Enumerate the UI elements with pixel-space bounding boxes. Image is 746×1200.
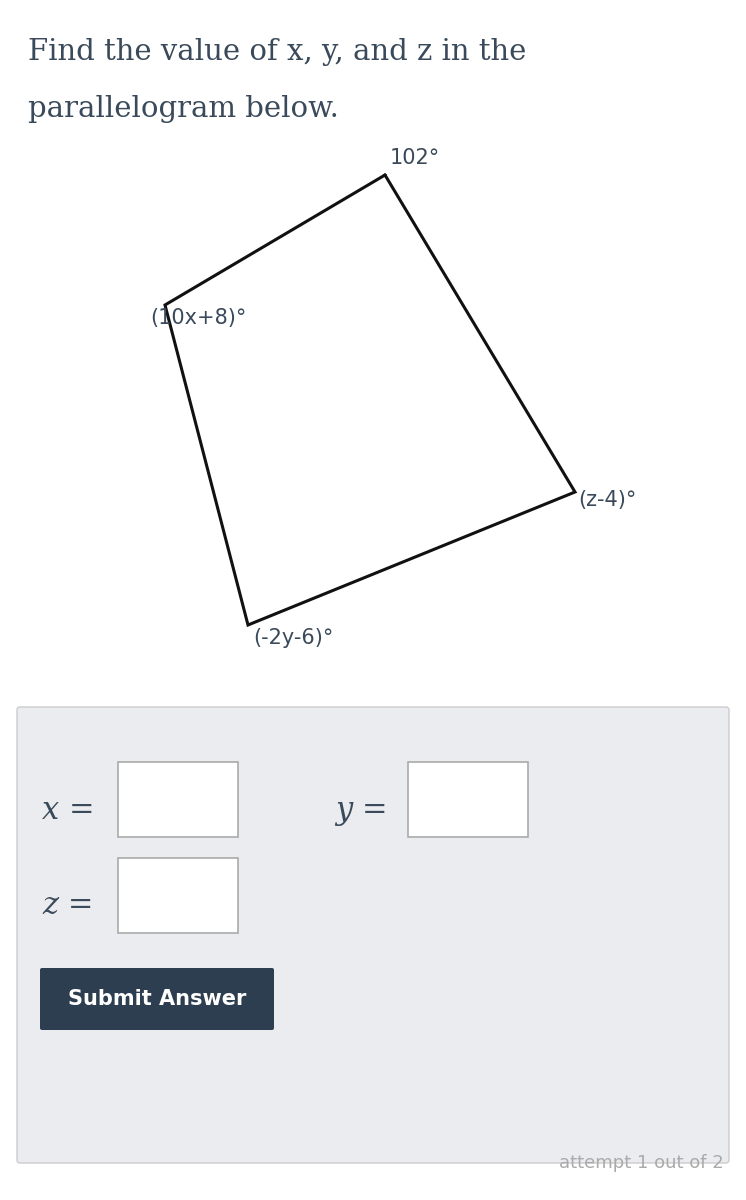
Text: (10x+8)°: (10x+8)° [150, 308, 246, 328]
Text: z =: z = [42, 890, 93, 922]
FancyBboxPatch shape [118, 858, 238, 934]
Text: (z-4)°: (z-4)° [578, 490, 636, 510]
Text: (-2y-6)°: (-2y-6)° [253, 628, 333, 648]
Text: y =: y = [335, 794, 387, 826]
Text: parallelogram below.: parallelogram below. [28, 95, 339, 122]
Text: 102°: 102° [390, 148, 440, 168]
Text: attempt 1 out of 2: attempt 1 out of 2 [560, 1154, 724, 1172]
FancyBboxPatch shape [40, 968, 274, 1030]
FancyBboxPatch shape [118, 762, 238, 838]
FancyBboxPatch shape [17, 707, 729, 1163]
Text: x =: x = [42, 794, 95, 826]
Text: Find the value of x, y, and z in the: Find the value of x, y, and z in the [28, 38, 527, 66]
Text: Submit Answer: Submit Answer [68, 989, 246, 1009]
FancyBboxPatch shape [408, 762, 528, 838]
